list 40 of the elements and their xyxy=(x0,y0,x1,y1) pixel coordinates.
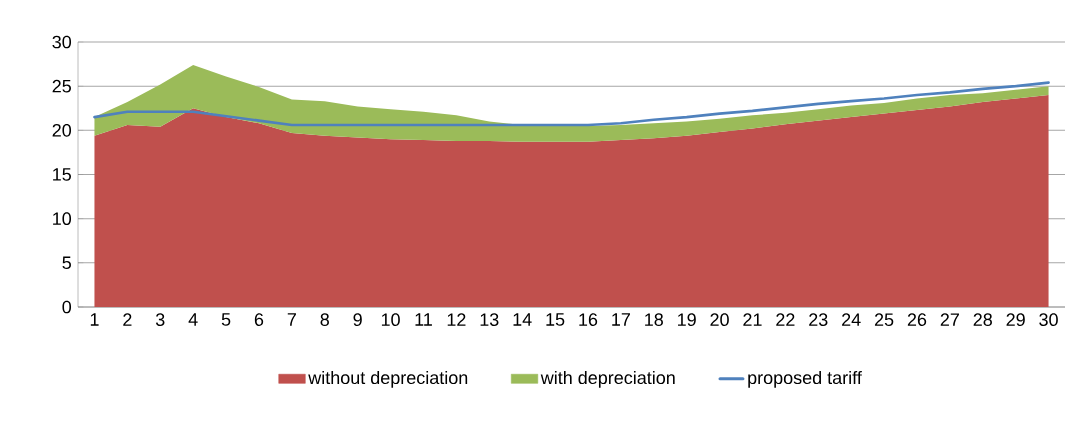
x-tick-label: 28 xyxy=(973,313,992,326)
x-tick-label: 13 xyxy=(480,313,499,326)
x-tick-label: 3 xyxy=(155,313,165,326)
y-tick-label: 5 xyxy=(62,256,71,270)
y-tick-label: 15 xyxy=(53,168,71,181)
x-tick-label: 2 xyxy=(123,313,132,326)
y-tick-label: 25 xyxy=(52,79,71,93)
y-tick-label: 20 xyxy=(52,123,72,137)
x-tick-label: 22 xyxy=(776,313,795,326)
x-tick-label: 6 xyxy=(254,313,264,326)
x-tick-label: 14 xyxy=(513,313,532,326)
x-tick-label: 1 xyxy=(90,313,99,326)
x-tick-label: 7 xyxy=(287,313,296,326)
x-tick-label: 19 xyxy=(678,313,696,326)
x-tick-label: 27 xyxy=(940,313,959,326)
x-tick-label: 17 xyxy=(612,313,630,326)
y-tick-label: 0 xyxy=(62,300,72,314)
x-tick-label: 9 xyxy=(353,313,362,326)
x-tick-label: 18 xyxy=(645,313,663,326)
x-tick-label: 15 xyxy=(546,313,565,326)
x-tick-label: 21 xyxy=(743,313,762,326)
legend-label: proposed tariff xyxy=(748,370,862,388)
y-tick-label: 10 xyxy=(53,212,72,226)
y-tick-label: 30 xyxy=(52,35,72,49)
x-tick-label: 16 xyxy=(579,313,598,326)
x-tick-label: 25 xyxy=(874,313,894,326)
x-tick-label: 12 xyxy=(447,313,466,326)
x-tick-label: 5 xyxy=(221,313,231,326)
x-tick-label: 11 xyxy=(415,313,432,326)
x-tick-label: 8 xyxy=(320,313,329,326)
x-tick-label: 24 xyxy=(842,313,861,326)
x-tick-label: 4 xyxy=(188,313,198,326)
legend-label: without depreciation xyxy=(308,370,468,388)
x-tick-label: 23 xyxy=(809,313,828,326)
x-tick-label: 10 xyxy=(381,313,400,326)
legend-label: with depreciation xyxy=(540,370,675,388)
x-tick-label: 30 xyxy=(1039,313,1058,326)
x-tick-label: 20 xyxy=(710,313,729,326)
x-tick-label: 26 xyxy=(907,313,927,326)
x-tick-label: 29 xyxy=(1006,313,1025,326)
